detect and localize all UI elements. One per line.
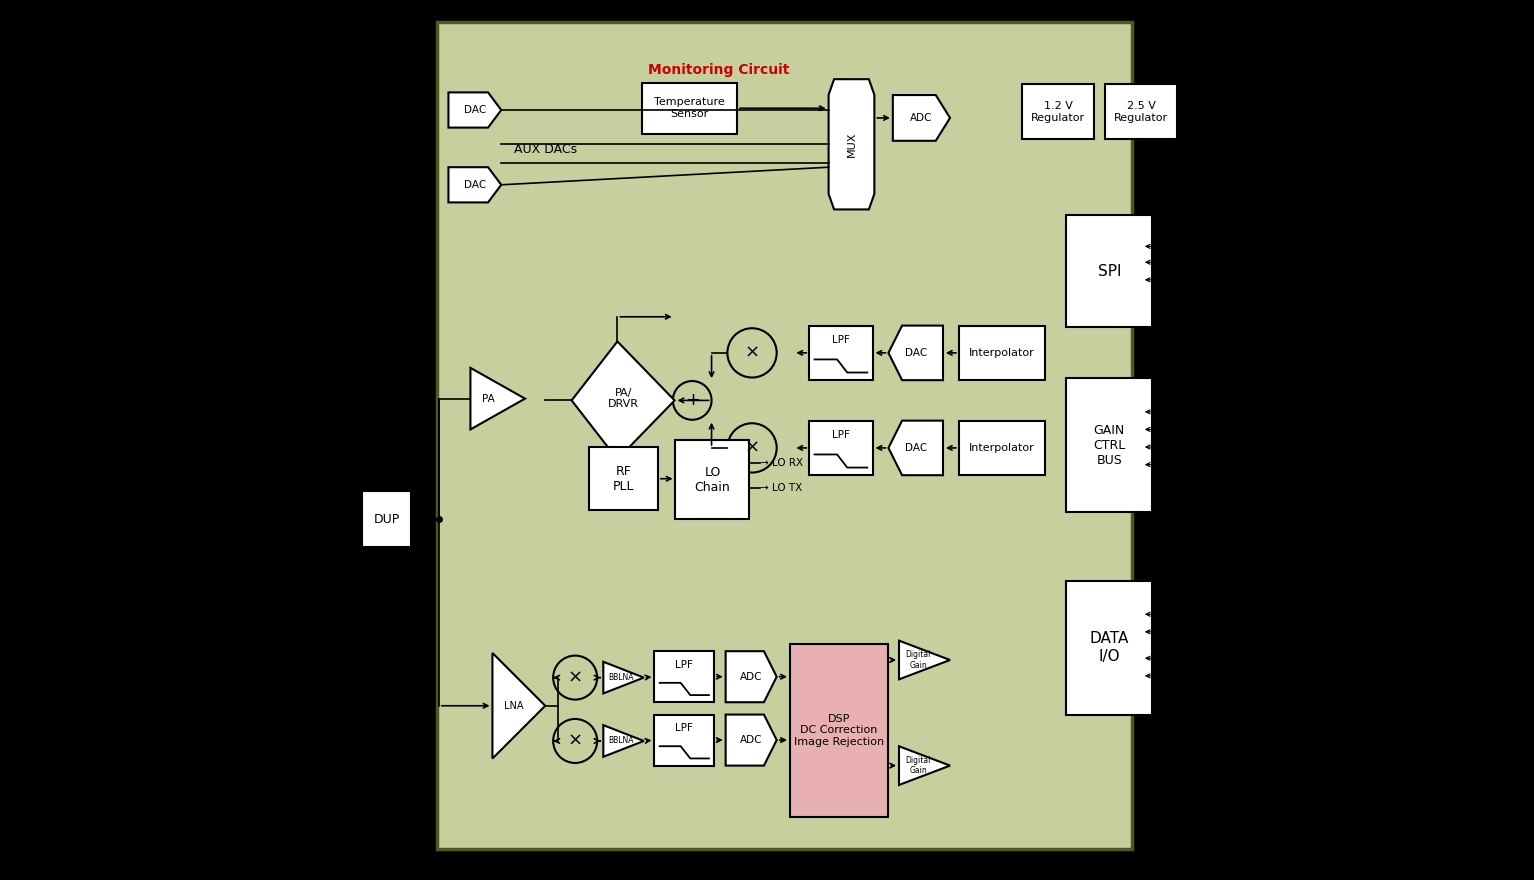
Text: ADC: ADC [739, 735, 762, 745]
Text: Digital
Gain: Digital Gain [905, 756, 931, 775]
Polygon shape [471, 368, 525, 429]
Text: ADC: ADC [739, 671, 762, 682]
Text: DAC: DAC [905, 443, 927, 453]
Polygon shape [603, 725, 644, 757]
Text: DAC: DAC [463, 180, 486, 190]
Text: DATA
I/O: DATA I/O [1089, 632, 1129, 664]
FancyBboxPatch shape [790, 644, 888, 817]
Text: PA/
DRVR: PA/ DRVR [607, 388, 640, 409]
FancyBboxPatch shape [959, 421, 1045, 475]
Text: BBLNA: BBLNA [607, 673, 634, 682]
Text: GAIN
CTRL
BUS: GAIN CTRL BUS [1094, 424, 1126, 466]
Polygon shape [888, 421, 943, 475]
Polygon shape [726, 651, 776, 702]
Polygon shape [492, 653, 545, 759]
Text: → LO RX: → LO RX [759, 458, 804, 468]
Text: RF
PLL: RF PLL [612, 465, 635, 493]
FancyBboxPatch shape [1022, 84, 1094, 139]
Text: LPF: LPF [675, 660, 693, 670]
Text: Interpolator: Interpolator [969, 443, 1035, 453]
Text: DSP
DC Correction
Image Rejection: DSP DC Correction Image Rejection [795, 714, 884, 747]
FancyBboxPatch shape [643, 83, 736, 134]
FancyBboxPatch shape [1066, 581, 1152, 715]
Text: Digital
Gain: Digital Gain [905, 650, 931, 670]
Polygon shape [448, 92, 502, 128]
Polygon shape [828, 79, 874, 209]
FancyBboxPatch shape [1066, 215, 1152, 327]
Text: ×: × [568, 732, 583, 750]
Text: LPF: LPF [831, 430, 850, 440]
FancyBboxPatch shape [1066, 378, 1152, 512]
Text: Monitoring Circuit: Monitoring Circuit [649, 63, 790, 77]
FancyBboxPatch shape [810, 421, 873, 475]
FancyBboxPatch shape [1104, 84, 1177, 139]
FancyBboxPatch shape [810, 326, 873, 380]
FancyBboxPatch shape [589, 447, 658, 510]
FancyBboxPatch shape [437, 22, 1132, 849]
Text: LPF: LPF [675, 723, 693, 733]
Polygon shape [899, 746, 950, 785]
Text: LPF: LPF [831, 335, 850, 345]
Text: DAC: DAC [905, 348, 927, 358]
Text: LO
Chain: LO Chain [695, 466, 730, 494]
Polygon shape [572, 341, 675, 459]
Text: ×: × [568, 669, 583, 686]
FancyBboxPatch shape [362, 491, 411, 547]
Text: SPI: SPI [1097, 263, 1121, 279]
Polygon shape [448, 167, 502, 202]
Text: ×: × [744, 344, 759, 362]
FancyBboxPatch shape [959, 326, 1045, 380]
Text: +: + [684, 392, 700, 409]
Text: DUP: DUP [374, 513, 400, 525]
Text: → LO TX: → LO TX [759, 482, 802, 493]
Polygon shape [899, 641, 950, 679]
FancyBboxPatch shape [655, 651, 715, 702]
Text: Interpolator: Interpolator [969, 348, 1035, 358]
Text: LNA: LNA [503, 700, 523, 711]
Text: ×: × [744, 439, 759, 457]
Polygon shape [603, 662, 644, 693]
Polygon shape [726, 715, 776, 766]
Text: Temperature
Sensor: Temperature Sensor [653, 98, 726, 119]
Text: MUX: MUX [847, 132, 856, 157]
Text: ADC: ADC [910, 113, 933, 123]
Text: BBLNA: BBLNA [607, 737, 634, 745]
Text: PA: PA [482, 393, 494, 404]
Polygon shape [893, 95, 950, 141]
Text: DAC: DAC [463, 105, 486, 115]
Text: 1.2 V
Regulator: 1.2 V Regulator [1031, 101, 1086, 122]
FancyBboxPatch shape [655, 715, 715, 766]
Text: 2.5 V
Regulator: 2.5 V Regulator [1114, 101, 1167, 122]
Polygon shape [888, 326, 943, 380]
FancyBboxPatch shape [675, 440, 750, 519]
Text: AUX DACs: AUX DACs [514, 143, 578, 156]
